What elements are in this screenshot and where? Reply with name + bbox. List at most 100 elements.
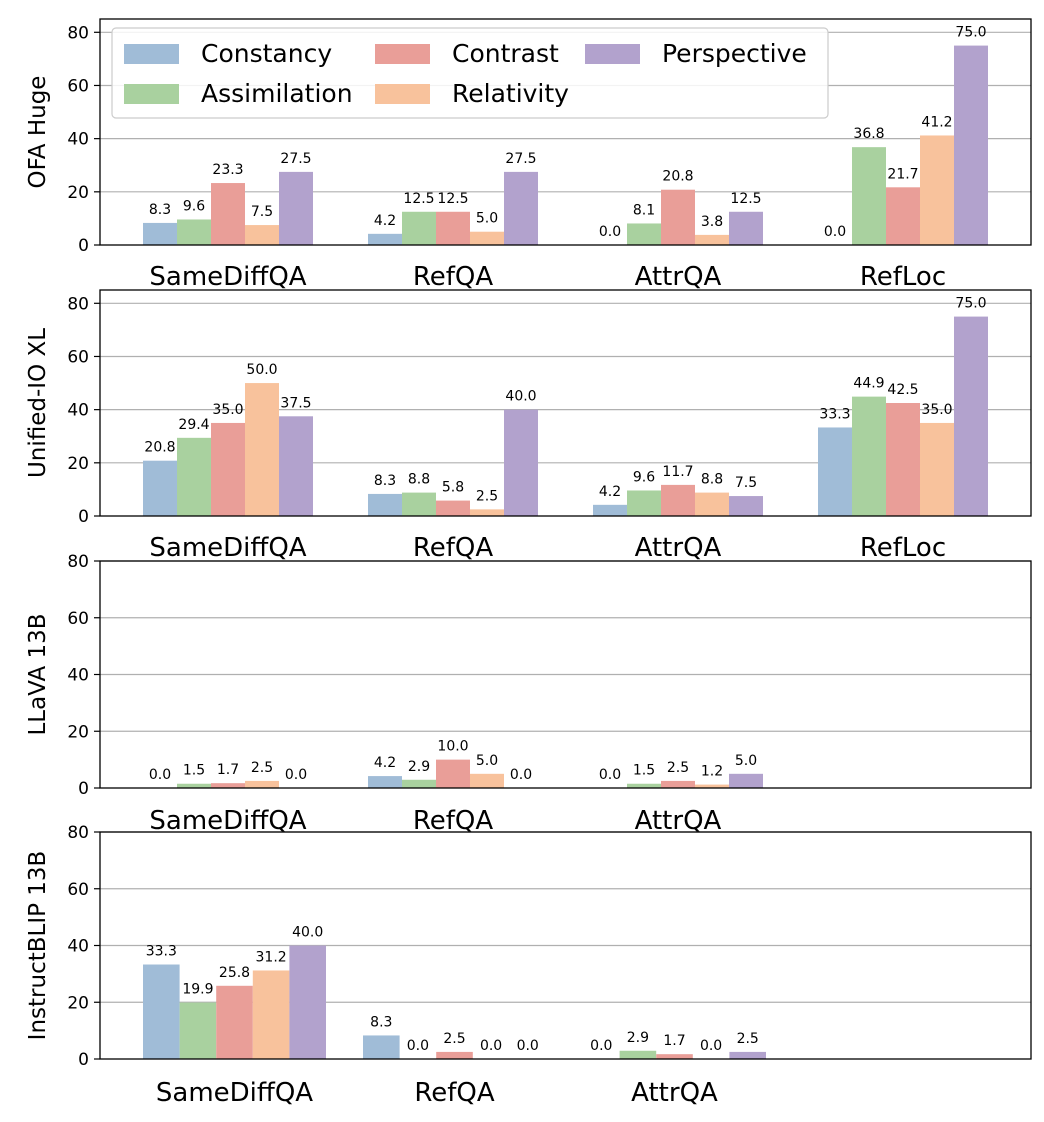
panel-2-bar-contrast-refloc: [886, 403, 920, 516]
legend-swatch-assimilation: [124, 84, 179, 104]
legend-box: [111, 27, 829, 119]
panel-2-data-label-perspective-samediffqa: 37.5: [280, 395, 311, 411]
panel-4-category-label-samediffqa: SameDiffQA: [156, 1078, 313, 1108]
panel-2-bar-perspective-refqa: [504, 409, 538, 516]
panel-3-bar-assimilation-refqa: [402, 779, 436, 788]
legend-label-assimilation: Assimilation: [201, 79, 353, 108]
panel-1-data-label-perspective-attrqa: 12.5: [730, 191, 761, 207]
legend-label-perspective: Perspective: [662, 39, 807, 68]
panel-3-data-label-contrast-refqa: 10.0: [437, 739, 468, 755]
panel-1-bar-assimilation-attrqa: [627, 223, 661, 245]
panel-4-data-label-perspective-samediffqa: 40.0: [292, 925, 323, 941]
panel-2-bar-perspective-samediffqa: [279, 416, 313, 516]
panel-4-data-label-assimilation-refqa: 0.0: [407, 1038, 429, 1054]
panel-1-data-label-perspective-samediffqa: 27.5: [280, 151, 311, 167]
panel-4-category-label-refqa: RefQA: [414, 1078, 495, 1108]
panel-3-category-label-attrqa: AttrQA: [635, 806, 722, 836]
panel-1-data-label-relativity-samediffqa: 7.5: [251, 204, 273, 220]
panel-3-data-label-assimilation-refqa: 2.9: [408, 759, 430, 775]
panel-4-ylabel: InstructBLIP 13B: [25, 851, 51, 1041]
panel-1-data-label-assimilation-samediffqa: 9.6: [183, 198, 205, 214]
panel-1-data-label-assimilation-refqa: 12.5: [403, 191, 434, 207]
panel-1-bar-relativity-samediffqa: [245, 225, 279, 245]
panel-4-data-label-assimilation-attrqa: 2.9: [627, 1030, 649, 1046]
panel-1-bar-contrast-samediffqa: [211, 183, 245, 245]
panel-1-data-label-constancy-refloc: 0.0: [824, 224, 846, 240]
panel-3-data-label-constancy-attrqa: 0.0: [599, 767, 621, 783]
panel-2-data-label-relativity-refqa: 2.5: [476, 488, 498, 504]
panel-4-data-label-constancy-refqa: 8.3: [370, 1014, 392, 1030]
panel-2-bar-contrast-samediffqa: [211, 422, 245, 516]
panel-4-bar-contrast-attrqa: [656, 1054, 693, 1059]
panel-4-data-label-relativity-samediffqa: 31.2: [256, 949, 287, 965]
panel-3-bar-contrast-attrqa: [661, 780, 695, 788]
panel-2-bar-assimilation-refloc: [852, 396, 886, 516]
panel-2-ytick-label-80: 80: [67, 294, 89, 314]
panel-4-bar-perspective-attrqa: [729, 1051, 766, 1059]
panel-1-data-label-relativity-refqa: 5.0: [476, 211, 498, 227]
panel-2-category-label-refloc: RefLoc: [860, 533, 946, 563]
panel-3-bar-perspective-attrqa: [729, 773, 763, 788]
panel-2-ytick-label-60: 60: [67, 347, 89, 367]
panel-4-bar-contrast-refqa: [436, 1051, 473, 1059]
panel-3-category-label-refqa: RefQA: [413, 806, 494, 836]
panel-3-data-label-contrast-samediffqa: 1.7: [217, 762, 239, 778]
panel-2-data-label-assimilation-attrqa: 9.6: [633, 469, 655, 485]
panel-3-bar-contrast-refqa: [436, 759, 470, 788]
panel-1-bar-perspective-refloc: [954, 45, 988, 246]
panel-1-category-label-samediffqa: SameDiffQA: [149, 262, 306, 292]
panel-3-ylabel: LLaVA 13B: [25, 613, 51, 735]
panel-1-data-label-perspective-refloc: 75.0: [955, 25, 986, 41]
panel-3-ytick-label-40: 40: [67, 666, 89, 686]
panel-1-bar-relativity-refloc: [920, 135, 954, 245]
panel-1-bar-assimilation-samediffqa: [177, 219, 211, 245]
panel-1-data-label-contrast-samediffqa: 23.3: [212, 162, 243, 178]
panel-1-bar-perspective-samediffqa: [279, 171, 313, 245]
panel-2-data-label-constancy-refqa: 8.3: [374, 473, 396, 489]
panel-4-bar-constancy-samediffqa: [143, 964, 180, 1059]
panel-4-data-label-perspective-attrqa: 2.5: [737, 1031, 759, 1047]
panel-3-ytick-label-80: 80: [67, 552, 89, 572]
panel-1-bar-contrast-attrqa: [661, 189, 695, 245]
panel-2-bar-contrast-attrqa: [661, 484, 695, 516]
panel-1-category-label-attrqa: AttrQA: [635, 262, 722, 292]
panel-4-ytick-label-0: 0: [78, 1050, 89, 1070]
panel-4-data-label-contrast-attrqa: 1.7: [663, 1033, 685, 1049]
panel-2-axes-frame: [99, 289, 1032, 517]
panel-2-bar-relativity-attrqa: [695, 492, 729, 516]
panel-3-bar-relativity-attrqa: [695, 784, 729, 788]
panel-1-ytick-label-80: 80: [67, 23, 89, 43]
panel-1-data-label-perspective-refqa: 27.5: [505, 151, 536, 167]
panel-4-data-label-contrast-refqa: 2.5: [443, 1031, 465, 1047]
panel-3-data-label-relativity-attrqa: 1.2: [701, 764, 723, 780]
panel-2-bar-perspective-refloc: [954, 316, 988, 516]
panel-2-bar-assimilation-samediffqa: [177, 437, 211, 516]
panel-2-data-label-perspective-refloc: 75.0: [955, 296, 986, 312]
panel-4-category-label-attrqa: AttrQA: [631, 1078, 718, 1108]
panel-4-bar-perspective-samediffqa: [289, 945, 326, 1059]
panel-1-category-label-refloc: RefLoc: [860, 262, 946, 292]
panel-4-data-label-contrast-samediffqa: 25.8: [219, 965, 250, 981]
panel-1-data-label-assimilation-refloc: 36.8: [853, 126, 884, 142]
panel-1-bar-assimilation-refqa: [402, 211, 436, 245]
panel-1-data-label-constancy-refqa: 4.2: [374, 213, 396, 229]
panel-3-bar-relativity-refqa: [470, 773, 504, 788]
panel-1-data-label-constancy-samediffqa: 8.3: [149, 202, 171, 218]
panel-3-category-label-samediffqa: SameDiffQA: [149, 806, 306, 836]
panel-2-data-label-contrast-refloc: 42.5: [887, 382, 918, 398]
panel-2-bar-constancy-refloc: [818, 427, 852, 516]
panel-4-bar-contrast-samediffqa: [216, 985, 253, 1059]
panel-2-bar-constancy-refqa: [368, 493, 402, 516]
panel-2-data-label-constancy-refloc: 33.3: [819, 406, 850, 422]
panel-2-bar-relativity-refqa: [470, 509, 504, 516]
panel-1-data-label-assimilation-attrqa: 8.1: [633, 202, 655, 218]
panel-4-ytick-label-40: 40: [67, 937, 89, 957]
panel-1-data-label-contrast-refloc: 21.7: [887, 166, 918, 182]
panel-2-bar-relativity-samediffqa: [245, 383, 279, 516]
panel-2-bar-perspective-attrqa: [729, 496, 763, 516]
panel-3-bar-assimilation-samediffqa: [177, 783, 211, 788]
legend-label-constancy: Constancy: [201, 39, 332, 68]
panel-3-ytick-label-60: 60: [67, 609, 89, 629]
panel-3-data-label-contrast-attrqa: 2.5: [667, 760, 689, 776]
